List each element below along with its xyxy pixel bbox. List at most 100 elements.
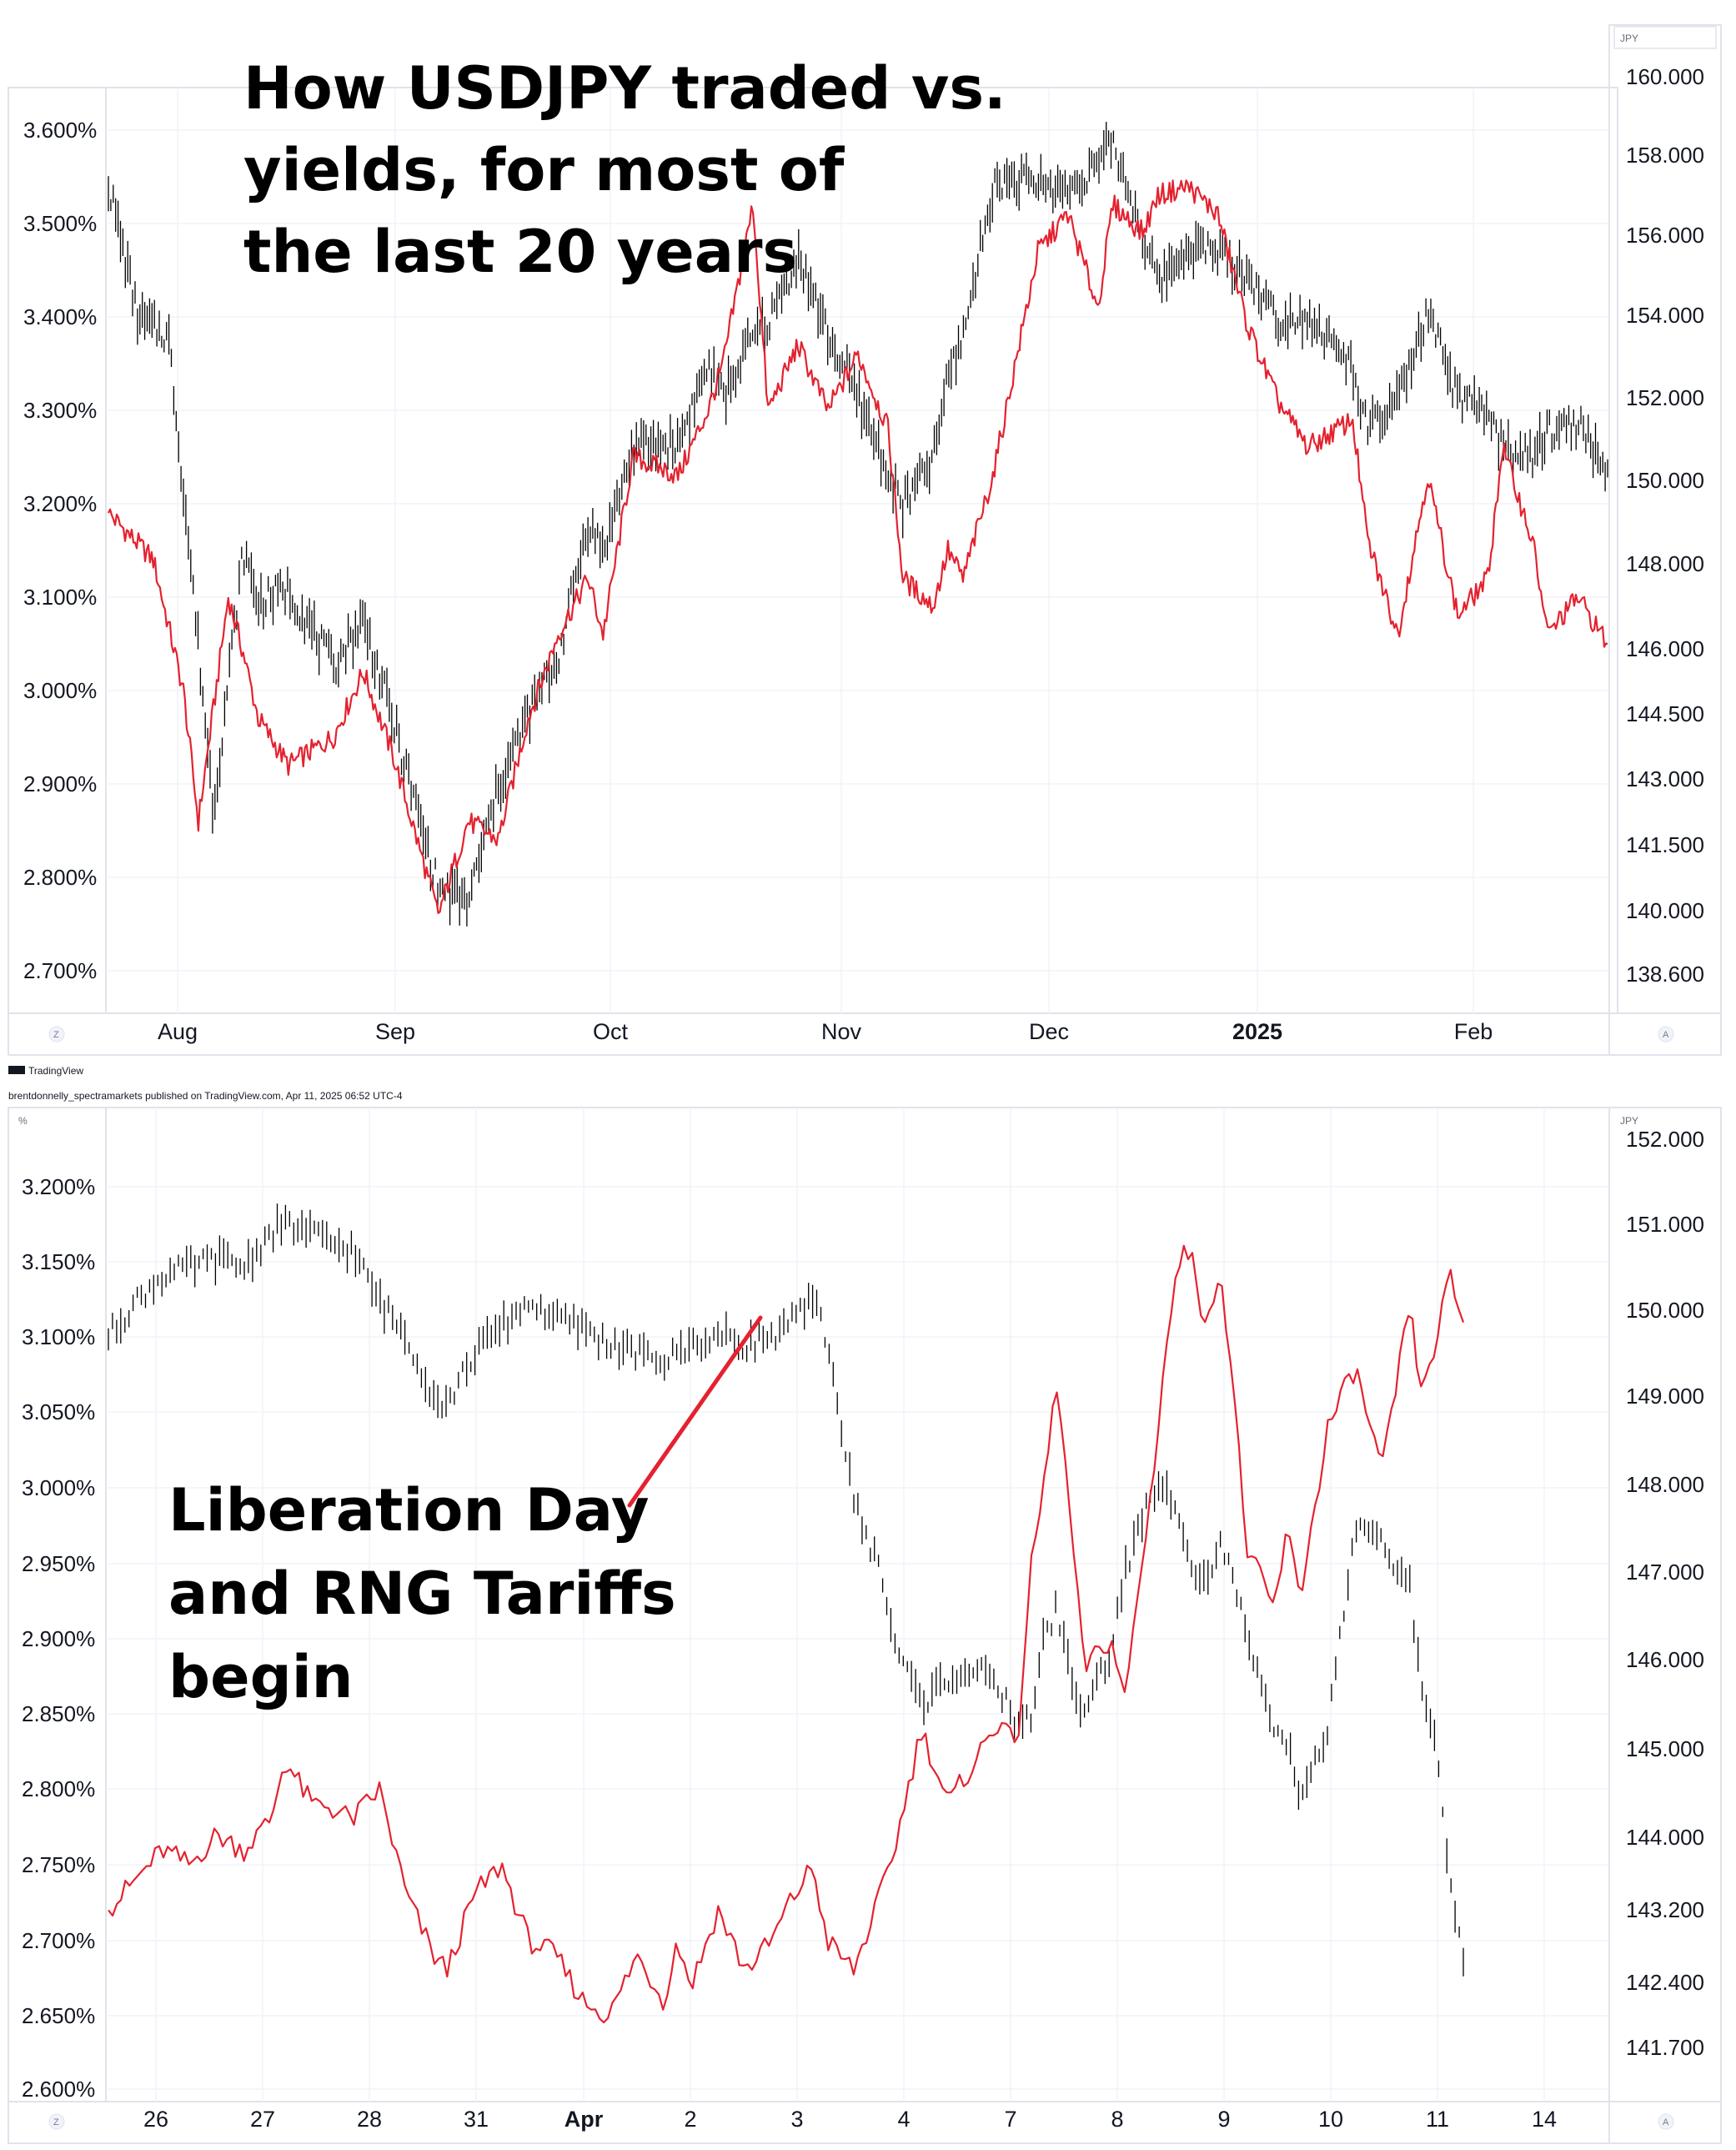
x-axis-tick-label: 28 [357,2107,382,2132]
bottom-usdjpy-bars [108,1203,1464,1977]
x-axis-tick-label: 10 [1318,2107,1343,2132]
top-right-unit-box [1613,26,1717,49]
left-axis-tick-label: 2.700% [22,1928,95,1953]
right-axis-tick-label: 140.000 [1626,898,1704,923]
right-axis-tick-label: 150.000 [1626,1298,1704,1323]
right-axis-tick-label: 143.200 [1626,1897,1704,1922]
left-axis-tick-label: 3.000% [22,1475,95,1500]
left-axis-tick-label: 3.100% [23,585,97,610]
x-axis-tick-label: Sep [375,1019,415,1044]
bottom-left-axis-unit: % [18,1115,28,1127]
right-axis-tick-label: 143.000 [1626,766,1704,791]
left-axis-tick-label: 3.500% [23,211,97,236]
right-axis-tick-label: 138.600 [1626,962,1704,987]
x-axis-tick-label: 2 [684,2107,696,2132]
x-axis-tick-label: 7 [1004,2107,1016,2132]
right-axis-tick-label: 148.000 [1626,1472,1704,1497]
left-axis-tick-label: 2.900% [23,771,97,796]
left-axis-tick-label: 2.800% [22,1776,95,1801]
left-axis-tick-label: 2.850% [22,1701,95,1726]
x-axis-tick-label: Apr [564,2107,604,2132]
bottom-plot-frame [8,1107,1722,2144]
top-x-axis-ticks: Aug Sep Oct Nov Dec 2025 Feb [158,1019,1493,1044]
x-axis-tick-label: 3 [790,2107,803,2132]
top-a-button[interactable] [1658,1026,1674,1042]
left-axis-tick-label: 3.150% [22,1249,95,1274]
bottom-annotation-line-3: begin [168,1643,354,1711]
right-axis-tick-label: 156.000 [1626,223,1704,248]
top-chart-panel: JPY 3.600% 3.500% 3.400% 3.300% 3.200% 3.100%… [8,24,1722,1056]
bottom-right-axis-unit: JPY [1620,1115,1638,1127]
left-axis-tick-label: 2.700% [23,958,97,983]
x-axis-tick-label: 8 [1111,2107,1123,2132]
right-axis-tick-label: 144.000 [1626,1825,1704,1850]
top-right-axis-unit: JPY [1620,33,1638,44]
x-axis-tick-label: 27 [250,2107,275,2132]
left-axis-tick-label: 2.650% [22,2003,95,2028]
top-annotation-line-2: yields, for most of [243,136,845,204]
right-axis-tick-label: 148.000 [1626,551,1704,576]
x-axis-tick-label: 14 [1532,2107,1557,2132]
right-axis-tick-label: 150.000 [1626,468,1704,493]
left-axis-tick-label: 2.800% [23,865,97,890]
right-axis-tick-label: 146.000 [1626,636,1704,661]
left-axis-tick-label: 3.600% [23,118,97,143]
left-axis-tick-label: 2.900% [22,1626,95,1651]
right-axis-tick-label: 141.700 [1626,2035,1704,2060]
bottom-annotation-line-2: and RNG Tariffs [168,1560,676,1628]
tradingview-logo-text: TradingView [28,1065,83,1077]
bottom-z-button-label: Z [53,2117,59,2127]
x-axis-tick-label: 26 [143,2107,168,2132]
left-axis-tick-label: 3.400% [23,304,97,329]
bottom-right-axis-ticks: 152.000 151.000 150.000 149.000 148.000 147.0… [1626,1127,1704,2060]
right-axis-tick-label: 146.000 [1626,1647,1704,1672]
x-axis-tick-label: Feb [1454,1019,1493,1044]
left-axis-tick-label: 2.950% [22,1551,95,1576]
bottom-chart-panel: % JPY 3.200% 3.150% 3.100% 3.050% 3.000% 2.95… [8,1107,1722,2144]
right-axis-tick-label: 152.000 [1626,1127,1704,1152]
bottom-z-button[interactable] [48,2113,65,2130]
left-axis-tick-label: 3.200% [23,491,97,516]
left-axis-tick-label: 3.050% [22,1399,95,1424]
published-caption: brentdonnelly_spectramarkets published o… [8,1090,403,1102]
right-axis-tick-label: 145.000 [1626,1736,1704,1761]
top-right-axis-ticks: 160.000 158.000 156.000 154.000 152.000 150.0… [1626,64,1704,987]
x-axis-tick-label: 11 [1426,2107,1449,2132]
top-gridlines [106,88,1609,1013]
right-axis-tick-label: 152.000 [1626,385,1704,410]
x-axis-tick-label: Dec [1029,1019,1069,1044]
x-axis-tick-label: 9 [1217,2107,1230,2132]
right-axis-tick-label: 151.000 [1626,1212,1704,1237]
bottom-left-axis-ticks: 3.200% 3.150% 3.100% 3.050% 3.000% 2.950% 2.90… [22,1174,95,2102]
right-axis-tick-label: 142.400 [1626,1970,1704,1995]
right-axis-tick-label: 149.000 [1626,1384,1704,1409]
right-axis-tick-label: 158.000 [1626,143,1704,168]
bottom-a-button-label: A [1663,2117,1669,2127]
bottom-annotation-line-1: Liberation Day [168,1476,650,1545]
tradingview-watermark: TradingView [8,1065,83,1077]
x-axis-tick-label: Nov [821,1019,862,1044]
right-axis-tick-label: 160.000 [1626,64,1704,89]
x-axis-tick-label: Aug [158,1019,198,1044]
top-z-button-label: Z [53,1030,59,1040]
top-a-button-label: A [1663,1030,1669,1040]
left-axis-tick-label: 2.600% [22,2077,95,2102]
right-axis-tick-label: 154.000 [1626,303,1704,328]
left-axis-tick-label: 2.750% [22,1852,95,1877]
bottom-a-button[interactable] [1658,2113,1674,2130]
x-axis-tick-label: 2025 [1232,1019,1282,1044]
annotation-pointer-line [627,1315,763,1508]
right-axis-tick-label: 144.500 [1626,701,1704,726]
right-axis-tick-label: 147.000 [1626,1560,1704,1585]
right-axis-tick-label: 141.500 [1626,832,1704,857]
top-left-axis-ticks: 3.600% 3.500% 3.400% 3.300% 3.200% 3.100% 3.00… [23,118,97,983]
left-axis-tick-label: 3.100% [22,1324,95,1349]
top-annotation-line-1: How USDJPY traded vs. [243,54,1006,123]
bottom-x-axis-ticks: 26 27 28 31 Apr 2 3 4 7 8 9 10 11 14 [143,2107,1557,2132]
bottom-yield-line [108,1244,1465,2024]
x-axis-tick-label: 31 [464,2107,489,2132]
left-axis-tick-label: 3.200% [22,1174,95,1199]
top-z-button[interactable] [48,1026,65,1042]
x-axis-tick-label: 4 [897,2107,910,2132]
